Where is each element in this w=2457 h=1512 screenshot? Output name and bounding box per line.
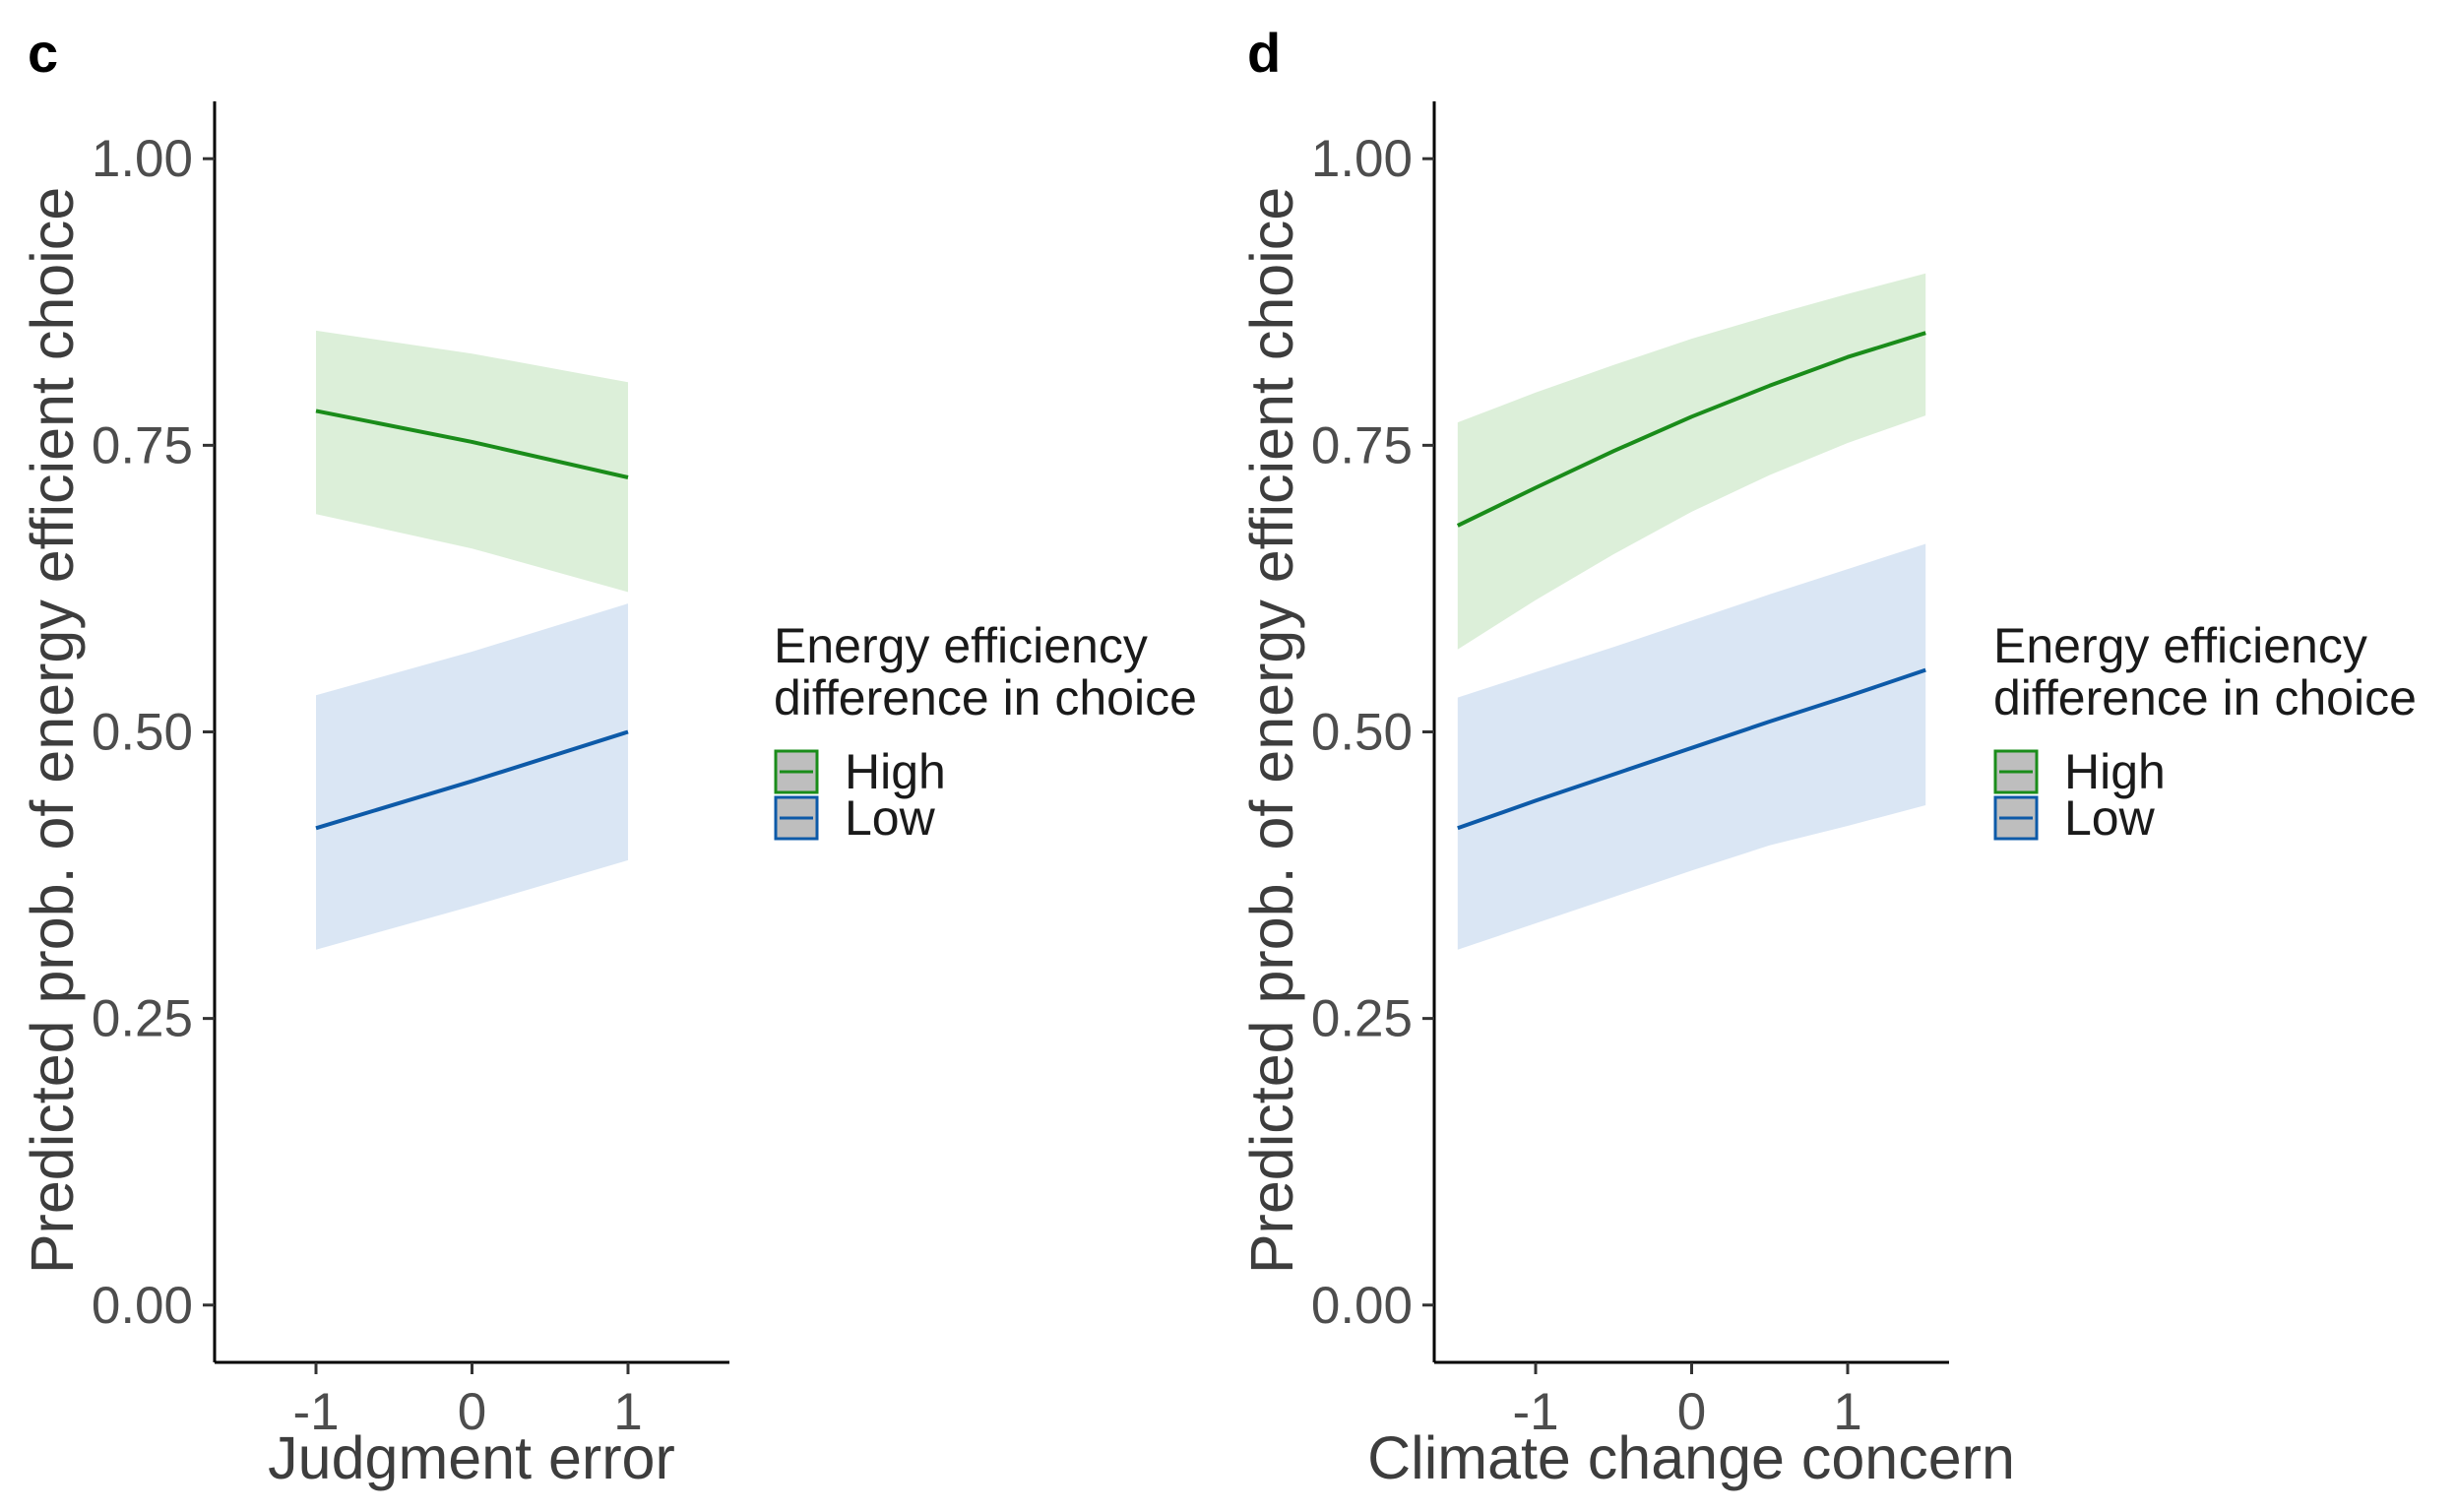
y-tick-label: 0.75 — [92, 416, 193, 474]
y-tick-label: 1.00 — [1311, 130, 1413, 188]
legend-title-line2: difference in choice — [1993, 670, 2417, 725]
y-tick-label: 1.00 — [92, 130, 193, 188]
confidence-band-high — [316, 330, 628, 593]
x-axis-title: Judgment error — [268, 1424, 675, 1491]
y-tick-label: 0.25 — [92, 990, 193, 1048]
y-tick-label: 0.50 — [92, 704, 193, 762]
series-line-high — [315, 409, 629, 479]
panel-c: c 0.00 0.25 0.50 0.75 1.00 -1 0 1 Judgment err… — [19, 22, 1197, 1491]
legend-label-low: Low — [2064, 790, 2156, 846]
y-ticks: 0.00 0.25 0.50 0.75 1.00 — [1311, 130, 1434, 1335]
y-tick-label: 0.75 — [1311, 416, 1413, 474]
y-axis-title: Predicted prob. of energy efficient choi… — [1238, 187, 1305, 1274]
confidence-bands — [1457, 273, 1926, 950]
panel-d: d 0.00 0.25 0.50 0.75 1.00 -1 0 1 Climate chan… — [1238, 22, 2417, 1491]
y-ticks: 0.00 0.25 0.50 0.75 1.00 — [92, 130, 215, 1335]
y-tick-label: 0.25 — [1311, 990, 1413, 1048]
panel-letter-c: c — [28, 22, 58, 84]
legend-title-line1: Energy efficiency — [774, 618, 1148, 673]
series-line-high — [1456, 331, 1926, 528]
y-tick-label: 0.50 — [1311, 704, 1413, 762]
confidence-band-high — [1457, 273, 1926, 650]
x-tick-label: 0 — [458, 1383, 486, 1441]
confidence-bands — [316, 330, 628, 950]
series-line-low — [1457, 667, 1926, 831]
legend-label-low: Low — [845, 790, 936, 846]
x-tick-label: 1 — [613, 1383, 642, 1441]
legend-key-high — [1993, 749, 2039, 794]
legend-key-low — [1993, 795, 2039, 841]
legend-title-line2: difference in choice — [774, 670, 1197, 725]
x-tick-label: 0 — [1677, 1383, 1706, 1441]
x-tick-label: -1 — [292, 1383, 339, 1441]
x-tick-label: 1 — [1833, 1383, 1861, 1441]
legend-title-line1: Energy efficiency — [1993, 618, 2367, 673]
y-tick-label: 0.00 — [1311, 1277, 1413, 1335]
y-tick-label: 0.00 — [92, 1277, 193, 1335]
x-tick-label: -1 — [1512, 1383, 1558, 1441]
panel-letter-d: d — [1247, 22, 1281, 84]
series-line-low — [315, 729, 629, 831]
series-lines — [1456, 331, 1926, 831]
legend-label-high: High — [845, 744, 946, 799]
confidence-band-low — [316, 603, 628, 950]
x-axis-title: Climate change concern — [1367, 1424, 2015, 1491]
x-ticks: -1 0 1 — [1512, 1362, 1862, 1441]
legend-key-high — [774, 749, 819, 794]
legend-label-high: High — [2064, 744, 2166, 799]
series-lines — [315, 409, 629, 831]
legend: Energy efficiency difference in choice H… — [774, 618, 1197, 846]
legend: Energy efficiency difference in choice H… — [1993, 618, 2417, 846]
legend-key-low — [774, 795, 819, 841]
y-axis-title: Predicted prob. of energy efficient choi… — [19, 187, 86, 1274]
x-ticks: -1 0 1 — [292, 1362, 643, 1441]
